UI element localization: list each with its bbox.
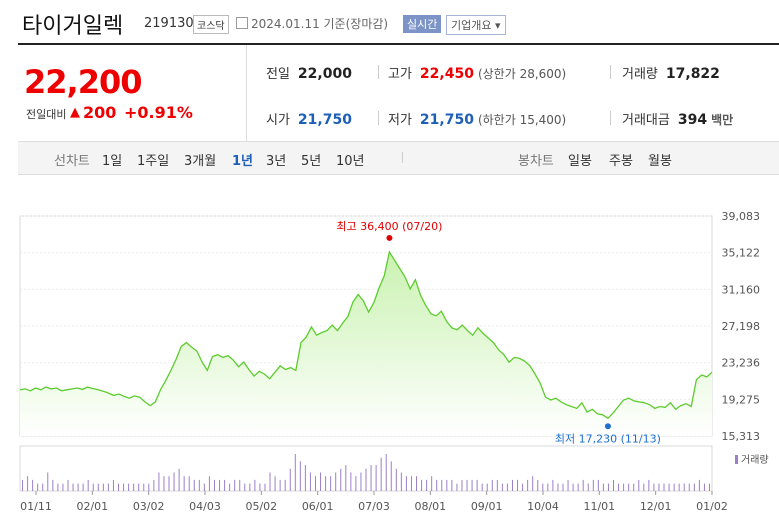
divider bbox=[378, 111, 379, 125]
tab-3y[interactable]: 3년 bbox=[266, 154, 287, 169]
y-tick-label: 39,083 bbox=[722, 210, 761, 223]
stock-header: 타이거일렉 219130 코스닥 2024.01.11 기준(장마감) 실시간 … bbox=[0, 0, 779, 42]
tab-3m[interactable]: 3개월 bbox=[184, 154, 217, 169]
chart-tabs: 선차트 1일 1주일 3개월 1년 3년 5년 10년 봉차트 일봉 주봉 월봉 bbox=[18, 142, 779, 175]
company-info-dropdown[interactable]: 기업개요 ▾ bbox=[446, 15, 506, 35]
line-chart-label: 선차트 bbox=[54, 154, 90, 169]
prev-close-label: 전일 bbox=[266, 67, 290, 82]
realtime-button[interactable]: 실시간 bbox=[403, 15, 442, 33]
x-axis: 01/11 02/01 03/02 04/03 05/02 06/01 07/03 08/01… bbox=[20, 491, 728, 513]
tab-weekly[interactable]: 주봉 bbox=[609, 154, 633, 169]
as-of-date: 2024.01.11 기준(장마감) bbox=[251, 17, 389, 31]
stock-name: 타이거일렉 bbox=[22, 14, 124, 39]
y-tick-label: 27,198 bbox=[722, 320, 761, 333]
tab-monthly[interactable]: 월봉 bbox=[648, 154, 672, 169]
y-tick-label: 31,160 bbox=[722, 283, 761, 296]
volume-legend: 거래량 bbox=[741, 454, 769, 466]
upper-limit: (상한가 28,600) bbox=[477, 67, 567, 81]
low-annotation: 최저 17,230 (11/13) bbox=[555, 432, 661, 445]
volume-cell: 거래량 17,822 bbox=[622, 63, 720, 82]
x-tick-label: 06/01 bbox=[302, 500, 334, 513]
high-value: 22,450 bbox=[419, 66, 474, 82]
open-cell: 시가 21,750 bbox=[266, 109, 352, 128]
open-value: 21,750 bbox=[297, 112, 352, 128]
up-triangle-icon: ▲ bbox=[70, 105, 80, 120]
tab-5y[interactable]: 5년 bbox=[301, 154, 322, 169]
lower-limit: (하한가 15,400) bbox=[477, 113, 567, 127]
tab-1w[interactable]: 1주일 bbox=[137, 154, 170, 169]
y-tick-label: 35,122 bbox=[722, 247, 761, 260]
y-tick-label: 23,236 bbox=[722, 357, 761, 370]
volume-value: 17,822 bbox=[665, 66, 720, 82]
tab-1d[interactable]: 1일 bbox=[102, 154, 123, 169]
volume-bars: 거래량 bbox=[19, 445, 769, 492]
price-line bbox=[19, 250, 713, 420]
amount-unit: 백만 bbox=[711, 113, 734, 127]
x-tick-label: 04/03 bbox=[189, 500, 221, 513]
candle-chart-label: 봉차트 bbox=[518, 154, 554, 169]
x-tick-label: 05/02 bbox=[245, 500, 277, 513]
amount-label: 거래대금 bbox=[622, 113, 670, 128]
x-tick-label: 01/11 bbox=[20, 500, 52, 513]
prev-close-value: 22,000 bbox=[297, 66, 352, 82]
tab-divider bbox=[402, 152, 403, 163]
high-marker bbox=[386, 234, 393, 241]
low-label: 저가 bbox=[388, 113, 412, 128]
y-axis: 39,083 35,122 31,160 27,198 23,236 19,275 15,3… bbox=[722, 210, 761, 443]
volume-label: 거래량 bbox=[622, 67, 658, 82]
current-price: 22,200 bbox=[24, 63, 142, 101]
low-marker bbox=[604, 423, 611, 430]
y-tick-label: 19,275 bbox=[722, 393, 761, 406]
amount-value: 394 bbox=[677, 112, 708, 128]
x-tick-label: 09/01 bbox=[471, 500, 503, 513]
divider bbox=[610, 65, 611, 79]
change-percent: +0.91% bbox=[124, 103, 193, 122]
change-label: 전일대비 bbox=[26, 108, 67, 121]
prev-close-cell: 전일 22,000 bbox=[266, 63, 352, 82]
extreme-markers: 최고 36,400 (07/20) 최저 17,230 (11/13) bbox=[336, 220, 661, 445]
x-tick-label: 01/02 bbox=[696, 500, 728, 513]
x-tick-label: 03/02 bbox=[133, 500, 165, 513]
x-tick-label: 12/01 bbox=[640, 500, 672, 513]
x-tick-label: 10/04 bbox=[527, 500, 559, 513]
divider bbox=[378, 65, 379, 79]
x-tick-label: 11/01 bbox=[583, 500, 615, 513]
y-tick-label: 15,313 bbox=[722, 430, 761, 443]
x-tick-label: 08/01 bbox=[414, 500, 446, 513]
low-cell: 저가 21,750 (하한가 15,400) bbox=[388, 109, 566, 128]
x-tick-label: 07/03 bbox=[358, 500, 390, 513]
open-label: 시가 bbox=[266, 113, 290, 128]
low-value: 21,750 bbox=[419, 112, 474, 128]
high-annotation: 최고 36,400 (07/20) bbox=[336, 220, 442, 233]
volume-legend-swatch bbox=[735, 455, 738, 464]
high-cell: 고가 22,450 (상한가 28,600) bbox=[388, 63, 566, 82]
amount-cell: 거래대금 394 백만 bbox=[622, 109, 733, 128]
market-badge: 코스닥 bbox=[193, 15, 229, 34]
stock-code: 219130 bbox=[144, 16, 194, 31]
price-area bbox=[20, 251, 712, 436]
high-label: 고가 bbox=[388, 67, 412, 82]
tab-10y[interactable]: 10년 bbox=[336, 154, 365, 169]
x-tick-label: 02/01 bbox=[76, 500, 108, 513]
header-divider bbox=[18, 43, 779, 45]
current-price-panel: 22,200 전일대비 ▲ 200 +0.91% bbox=[18, 45, 247, 141]
divider bbox=[610, 111, 611, 125]
change-value: 200 bbox=[83, 103, 117, 122]
calendar-icon bbox=[236, 17, 248, 29]
tab-1y[interactable]: 1년 bbox=[232, 154, 254, 169]
price-summary: 22,200 전일대비 ▲ 200 +0.91% 전일 22,000 고가 22,4… bbox=[18, 45, 779, 142]
tab-daily[interactable]: 일봉 bbox=[568, 154, 592, 169]
